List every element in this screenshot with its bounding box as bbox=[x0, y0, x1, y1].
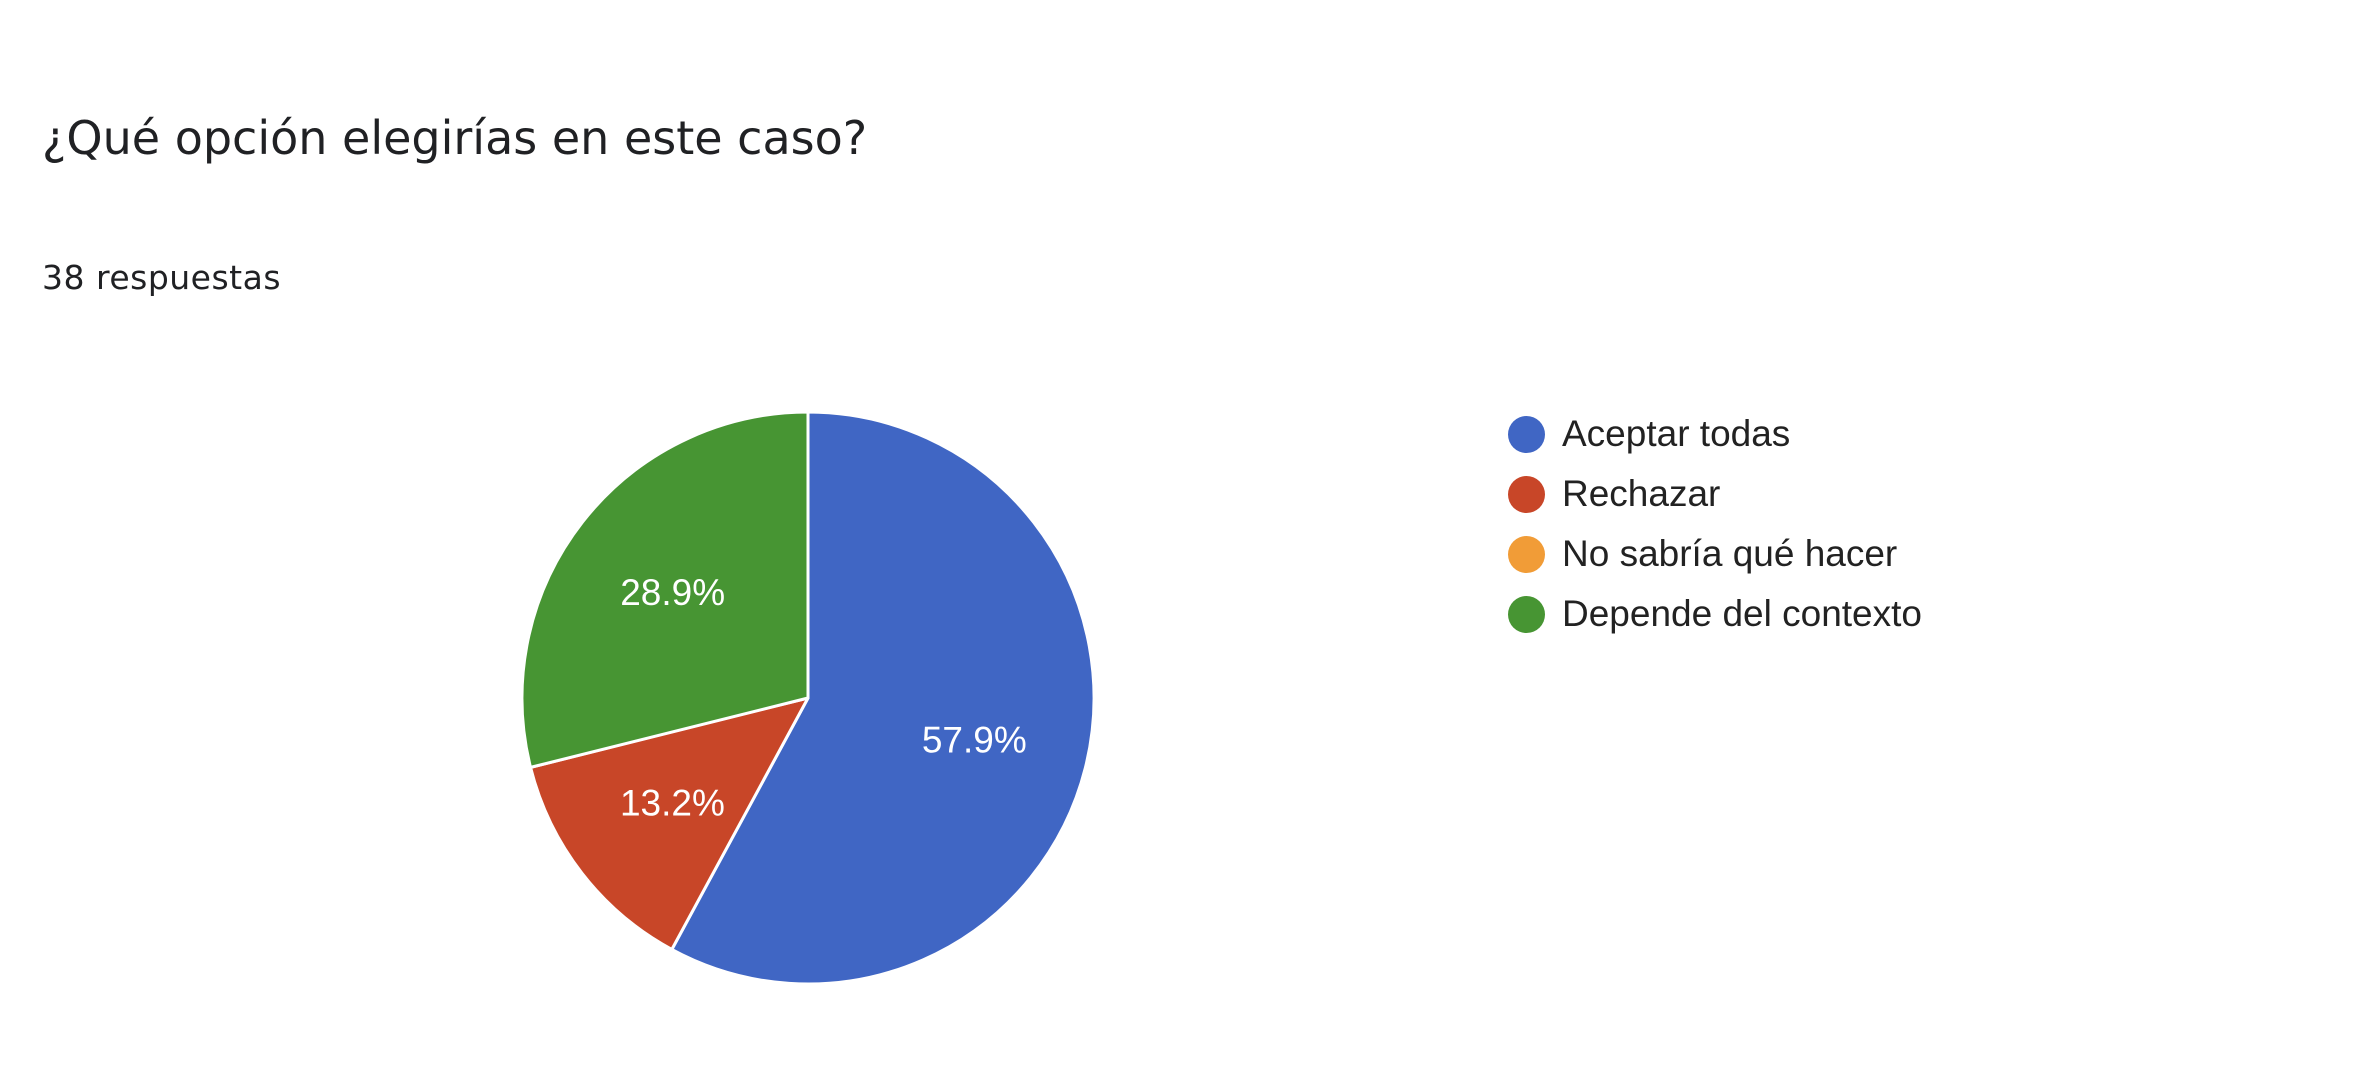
response-count: 38 respuestas bbox=[42, 258, 282, 297]
legend-item[interactable]: Aceptar todas bbox=[1508, 404, 1922, 464]
legend-item[interactable]: No sabría qué hacer bbox=[1508, 524, 1922, 584]
chart-legend: Aceptar todas Rechazar No sabría qué hacer… bbox=[1508, 404, 1922, 644]
pie-slice-aceptar-todas[interactable] bbox=[670, 410, 1096, 986]
slice-percent-label: 57.9% bbox=[922, 720, 1027, 761]
legend-swatch-icon bbox=[1508, 475, 1545, 513]
chart-title: ¿Qué opción elegirías en este caso? bbox=[42, 111, 868, 165]
legend-label: Rechazar bbox=[1562, 473, 1721, 514]
slice-percent-label: 13.2% bbox=[620, 783, 725, 824]
legend-swatch-icon bbox=[1508, 535, 1545, 573]
legend-label: Aceptar todas bbox=[1562, 413, 1791, 454]
legend-label: Depende del contexto bbox=[1562, 593, 1922, 634]
pie-slice-rechazar[interactable] bbox=[529, 696, 810, 951]
legend-item[interactable]: Depende del contexto bbox=[1508, 584, 1922, 644]
legend-swatch-icon bbox=[1508, 595, 1545, 633]
pie-slice-depende-del-contexto[interactable] bbox=[520, 410, 810, 769]
slice-percent-label: 28.9% bbox=[620, 572, 725, 613]
legend-item[interactable]: Rechazar bbox=[1508, 464, 1922, 524]
legend-swatch-icon bbox=[1508, 415, 1545, 453]
legend-label: No sabría qué hacer bbox=[1562, 533, 1898, 574]
